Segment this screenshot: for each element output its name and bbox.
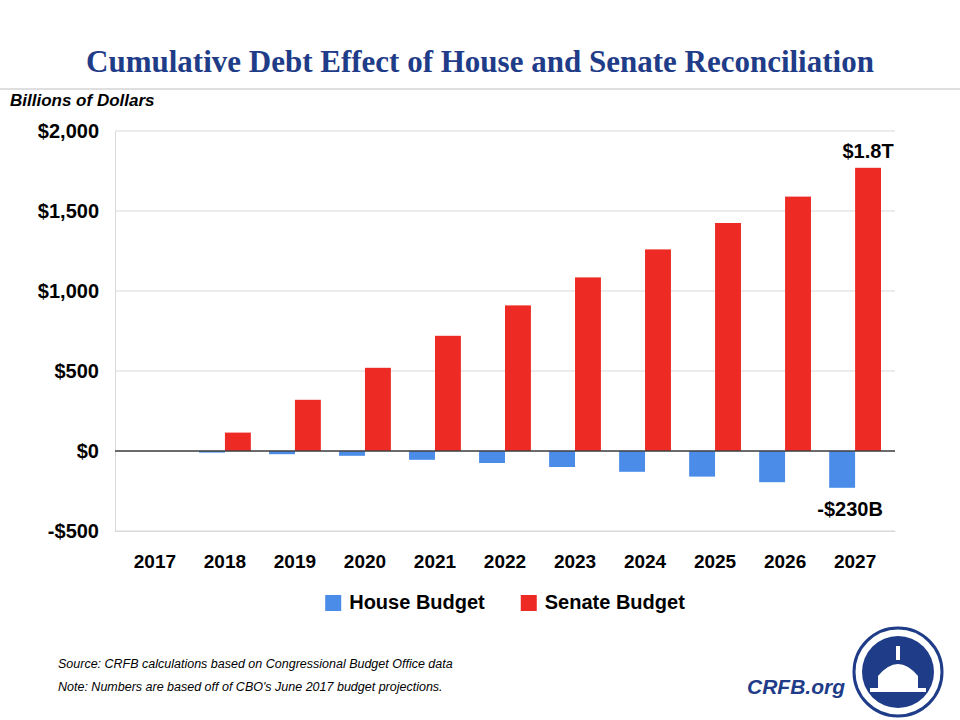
x-tick-label: 2027 bbox=[834, 551, 876, 572]
x-axis-line bbox=[116, 531, 896, 532]
bar bbox=[435, 336, 461, 451]
x-tick-label: 2026 bbox=[764, 551, 806, 572]
x-tick: 2024 bbox=[624, 531, 667, 572]
y-tick: -$500 bbox=[48, 520, 115, 542]
x-axis: 2017 2018 2019 2020 2021 2022 2023 2024 2025 2026… bbox=[116, 531, 896, 572]
bar bbox=[645, 249, 671, 451]
bar bbox=[575, 277, 601, 451]
y-tick-label: $1,500 bbox=[38, 200, 99, 222]
x-tick: 2025 bbox=[694, 531, 737, 572]
y-tick: $1,500 bbox=[38, 200, 115, 222]
grid-line bbox=[115, 131, 895, 132]
bar bbox=[409, 451, 435, 460]
logo-capitol bbox=[870, 646, 926, 692]
legend: House Budget Senate Budget bbox=[325, 591, 685, 613]
legend-swatch bbox=[521, 595, 537, 611]
bars bbox=[199, 168, 881, 488]
x-tick-label: 2025 bbox=[694, 551, 737, 572]
x-tick-label: 2018 bbox=[204, 551, 246, 572]
series-bars bbox=[225, 168, 881, 451]
y-tick-label: $0 bbox=[77, 440, 99, 462]
x-tick: 2021 bbox=[414, 531, 457, 572]
bar bbox=[829, 451, 855, 488]
bar bbox=[619, 451, 645, 472]
bar bbox=[689, 451, 715, 477]
annotation: $1.8T bbox=[842, 140, 893, 162]
y-tick: $1,000 bbox=[38, 280, 115, 302]
x-tick: 2023 bbox=[554, 531, 596, 572]
source: Source: CRFB calculations based on Congr… bbox=[58, 657, 453, 671]
bar bbox=[339, 451, 365, 456]
bar bbox=[295, 400, 321, 451]
grid-line bbox=[115, 211, 895, 212]
x-tick: 2017 bbox=[134, 531, 176, 572]
bar bbox=[855, 168, 881, 451]
x-tick: 2019 bbox=[274, 531, 316, 572]
legend-label: House Budget bbox=[349, 591, 485, 613]
bar bbox=[785, 197, 811, 451]
y-tick: $2,000 bbox=[38, 120, 115, 142]
logo-disc bbox=[862, 636, 934, 708]
legend-swatch bbox=[325, 595, 341, 611]
bar bbox=[365, 368, 391, 451]
zero-line bbox=[115, 450, 895, 451]
y-axis-line bbox=[115, 132, 116, 532]
bar bbox=[549, 451, 575, 467]
x-tick-label: 2021 bbox=[414, 551, 457, 572]
x-tick: 2026 bbox=[764, 531, 806, 572]
bar bbox=[715, 223, 741, 451]
title-rule bbox=[0, 89, 960, 90]
title: Cumulative Debt Effect of House and Sena… bbox=[86, 44, 874, 79]
grid-line bbox=[115, 291, 895, 292]
note: Note: Numbers are based off of CBO's Jun… bbox=[58, 680, 443, 694]
logo-ring bbox=[854, 628, 942, 716]
x-tick: 2020 bbox=[344, 531, 386, 572]
legend-label: Senate Budget bbox=[545, 591, 685, 613]
y-tick: $0 bbox=[77, 440, 115, 462]
x-tick: 2022 bbox=[484, 531, 526, 572]
y-tick-label: $2,000 bbox=[38, 120, 99, 142]
y-axis: -$500 $0 $500 $1,000 $1,500 $2,000 bbox=[38, 120, 116, 542]
y-tick-label: -$500 bbox=[48, 520, 99, 542]
legend-item: Senate Budget bbox=[521, 591, 685, 613]
y-axis-title: Billions of Dollars bbox=[10, 91, 155, 110]
bar bbox=[225, 433, 251, 451]
brand: CRFB.org bbox=[747, 675, 845, 698]
logo bbox=[854, 628, 942, 716]
bar bbox=[759, 451, 785, 482]
chart: Cumulative Debt Effect of House and Sena… bbox=[0, 0, 960, 720]
x-tick-label: 2023 bbox=[554, 551, 596, 572]
y-tick-label: $1,000 bbox=[38, 280, 99, 302]
x-tick-label: 2022 bbox=[484, 551, 526, 572]
series-bars bbox=[199, 451, 855, 488]
legend-item: House Budget bbox=[325, 591, 485, 613]
grid bbox=[115, 131, 895, 531]
x-tick: 2027 bbox=[834, 531, 876, 572]
x-tick-label: 2020 bbox=[344, 551, 386, 572]
grid-line bbox=[115, 531, 895, 532]
x-tick-label: 2024 bbox=[624, 551, 667, 572]
annotation: -$230B bbox=[817, 498, 883, 520]
grid-line bbox=[115, 451, 895, 452]
bar bbox=[505, 305, 531, 451]
bar bbox=[479, 451, 505, 463]
x-tick: 2018 bbox=[204, 531, 246, 572]
x-tick-label: 2017 bbox=[134, 551, 176, 572]
x-tick-label: 2019 bbox=[274, 551, 316, 572]
y-tick-label: $500 bbox=[55, 360, 100, 382]
y-tick: $500 bbox=[55, 360, 116, 382]
